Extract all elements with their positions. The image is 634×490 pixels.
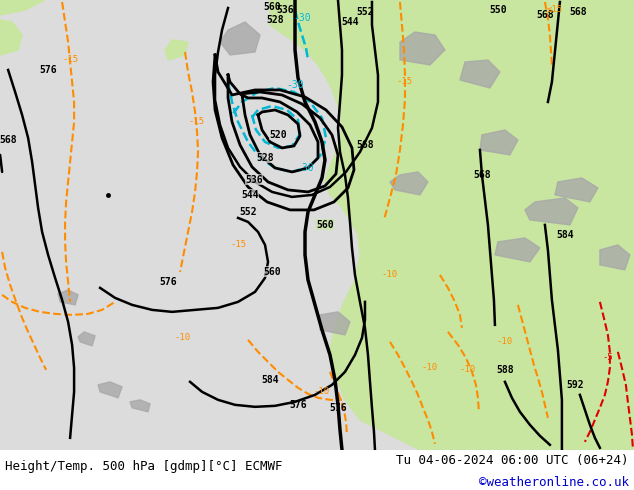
Polygon shape xyxy=(0,20,22,55)
Text: -15: -15 xyxy=(397,77,413,86)
Text: -10: -10 xyxy=(174,333,190,343)
Polygon shape xyxy=(78,332,95,346)
Text: 544: 544 xyxy=(241,190,259,200)
Text: -5: -5 xyxy=(602,353,613,363)
Text: 568: 568 xyxy=(473,170,491,180)
Text: ≤15: ≤15 xyxy=(547,5,563,15)
Text: 560: 560 xyxy=(263,2,281,12)
Text: ©weatheronline.co.uk: ©weatheronline.co.uk xyxy=(479,476,629,489)
Polygon shape xyxy=(525,198,578,225)
Text: -10: -10 xyxy=(460,366,476,374)
Text: 536: 536 xyxy=(245,175,263,185)
Text: 528: 528 xyxy=(256,153,274,163)
Text: -15: -15 xyxy=(62,55,78,65)
Text: -30: -30 xyxy=(293,13,311,23)
Polygon shape xyxy=(98,382,122,398)
Text: 584: 584 xyxy=(556,230,574,240)
Text: 560: 560 xyxy=(263,267,281,277)
Text: 536: 536 xyxy=(276,5,294,15)
Text: 560: 560 xyxy=(316,220,334,230)
Text: 520: 520 xyxy=(269,130,287,140)
Text: Tu 04-06-2024 06:00 UTC (06+24): Tu 04-06-2024 06:00 UTC (06+24) xyxy=(396,454,629,467)
Polygon shape xyxy=(270,0,634,450)
Text: 592: 592 xyxy=(566,380,584,390)
Text: 568: 568 xyxy=(569,7,586,17)
Text: 550: 550 xyxy=(489,5,507,15)
Text: -15: -15 xyxy=(230,241,246,249)
Polygon shape xyxy=(555,178,598,202)
Text: -10: -10 xyxy=(422,364,438,372)
Polygon shape xyxy=(0,0,45,15)
Text: 568: 568 xyxy=(356,140,374,150)
Polygon shape xyxy=(130,400,150,412)
Polygon shape xyxy=(165,40,188,60)
Text: 584: 584 xyxy=(261,375,279,385)
Text: 544: 544 xyxy=(341,17,359,27)
Text: 576: 576 xyxy=(289,400,307,410)
Text: 576: 576 xyxy=(159,277,177,287)
Polygon shape xyxy=(400,32,445,65)
Polygon shape xyxy=(460,60,500,88)
Text: 576: 576 xyxy=(39,65,57,75)
Text: -10: -10 xyxy=(497,337,513,346)
Text: -10: -10 xyxy=(382,270,398,279)
Text: 588: 588 xyxy=(496,365,514,375)
Polygon shape xyxy=(390,172,428,195)
Text: -15: -15 xyxy=(188,118,204,126)
Text: 552: 552 xyxy=(239,207,257,217)
Polygon shape xyxy=(220,22,260,55)
Text: 528: 528 xyxy=(266,15,284,25)
Text: -10: -10 xyxy=(314,387,330,396)
Polygon shape xyxy=(320,312,350,335)
Polygon shape xyxy=(480,130,518,155)
Text: -30: -30 xyxy=(296,163,314,173)
Text: 568: 568 xyxy=(536,10,553,20)
Text: 552: 552 xyxy=(356,7,374,17)
Text: 576: 576 xyxy=(329,403,347,413)
Polygon shape xyxy=(495,238,540,262)
Text: 568: 568 xyxy=(0,135,17,145)
Polygon shape xyxy=(600,245,630,270)
Text: -30: -30 xyxy=(286,80,304,90)
Polygon shape xyxy=(58,290,78,305)
Text: Height/Temp. 500 hPa [gdmp][°C] ECMWF: Height/Temp. 500 hPa [gdmp][°C] ECMWF xyxy=(5,460,283,473)
